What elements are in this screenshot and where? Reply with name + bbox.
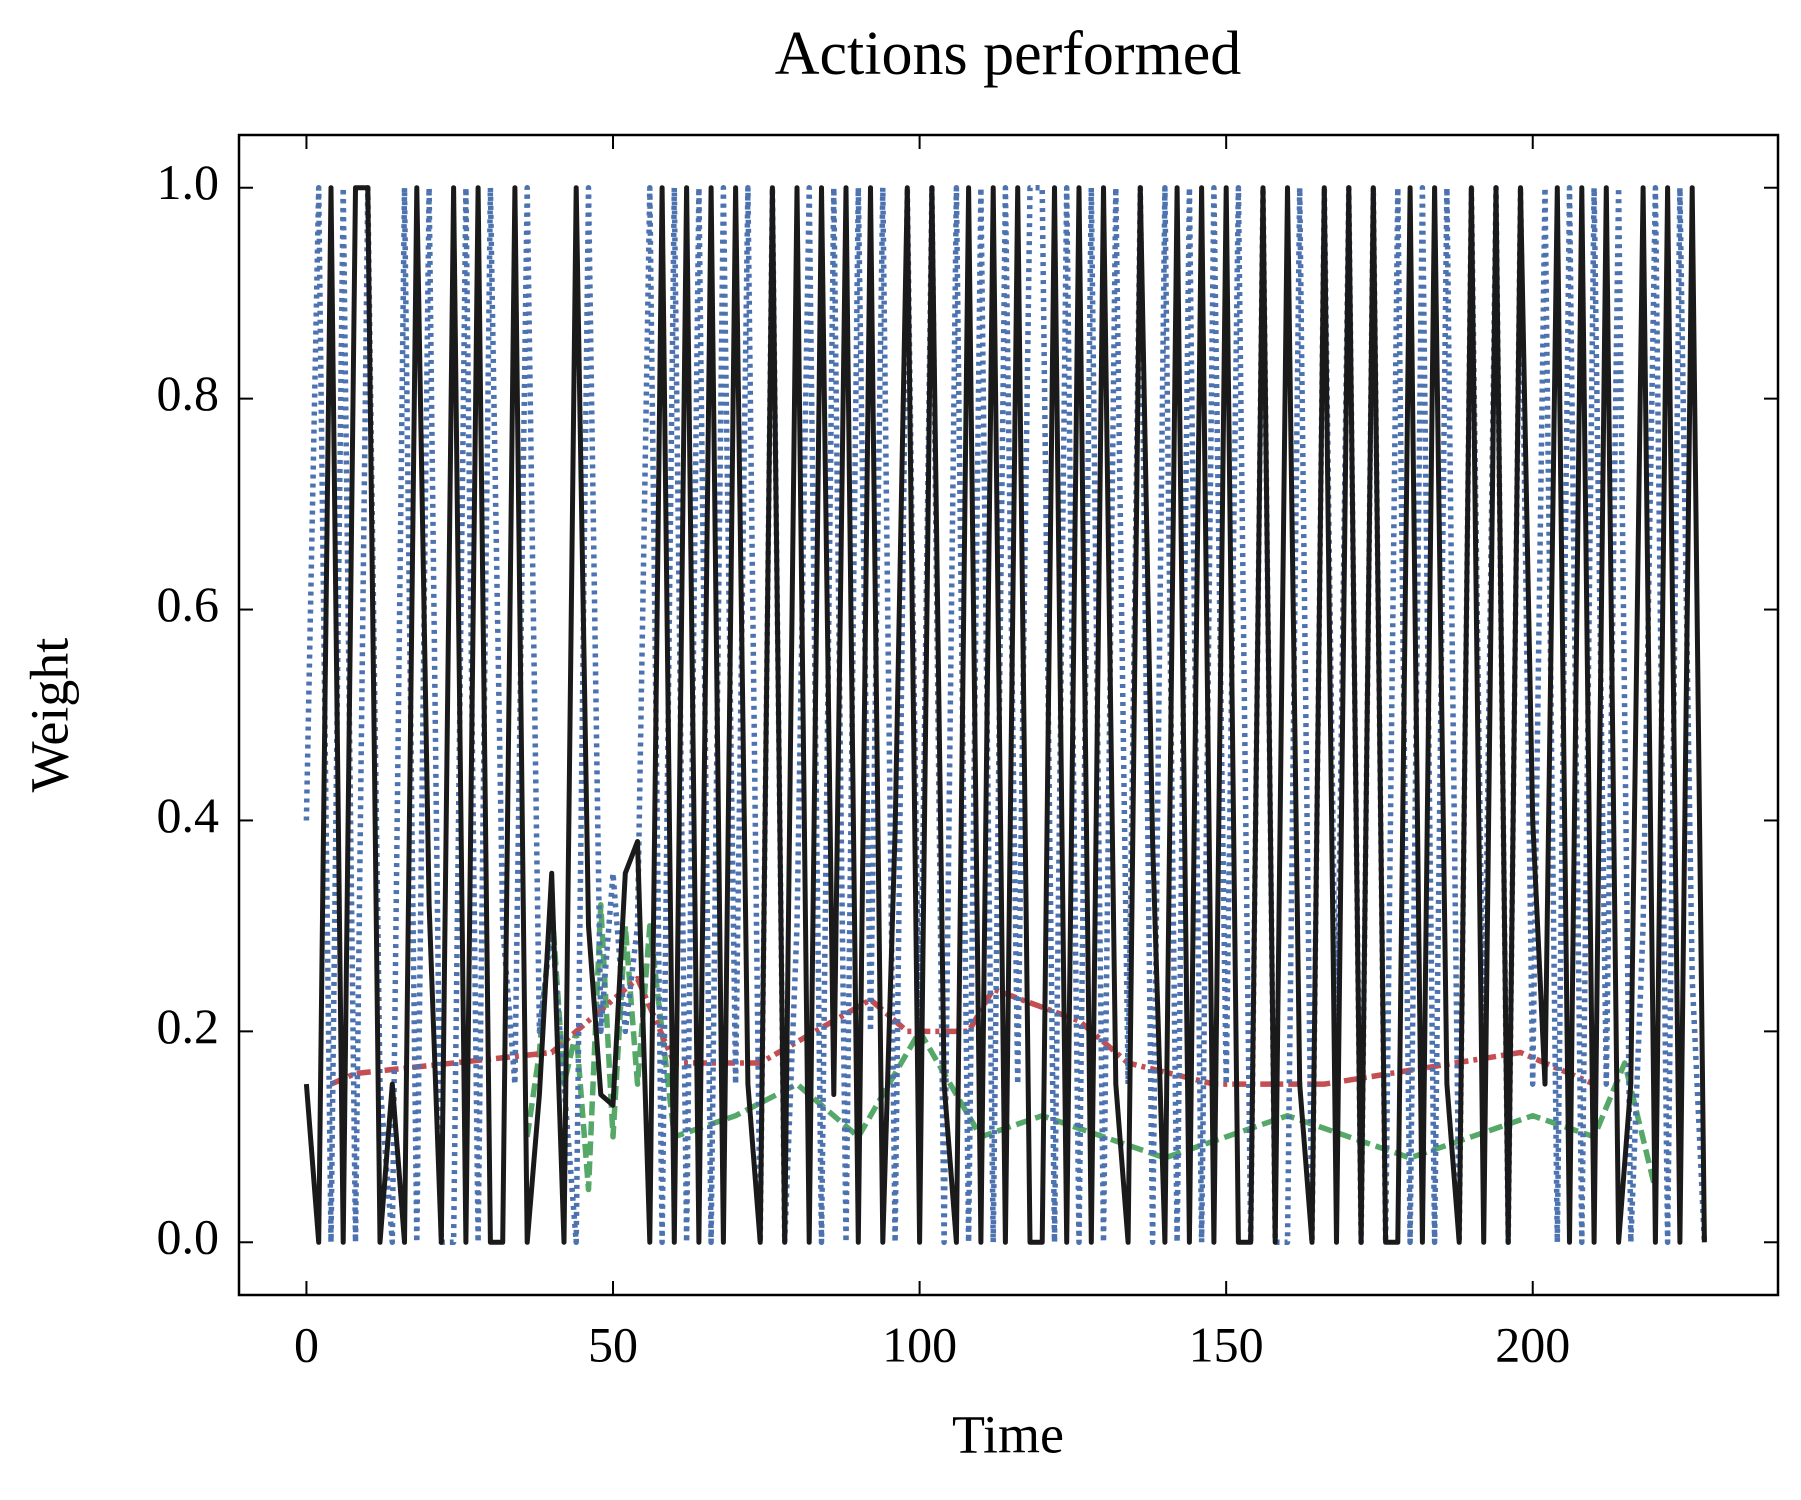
x-axis-label: Time	[952, 1404, 1064, 1464]
x-tick-label: 200	[1495, 1316, 1570, 1372]
x-tick-label: 100	[882, 1316, 957, 1372]
y-tick-label: 0.8	[157, 365, 220, 421]
series-line	[303, 185, 1707, 1245]
y-tick-label: 0.2	[157, 998, 220, 1054]
plot-frame	[237, 133, 1780, 1297]
y-tick-label: 0.0	[157, 1209, 220, 1265]
series-line	[303, 184, 1708, 1246]
y-tick-label: 0.6	[157, 576, 220, 632]
series-line	[329, 975, 1596, 1087]
y-axis-label: Weight	[19, 638, 79, 793]
x-tick-label: 0	[294, 1316, 319, 1372]
y-tick-label: 1.0	[157, 154, 220, 210]
chart-title: Actions performed	[775, 20, 1242, 88]
y-tick-label: 0.4	[157, 787, 220, 843]
x-tick-label: 150	[1189, 1316, 1264, 1372]
x-tick-label: 50	[588, 1316, 638, 1372]
